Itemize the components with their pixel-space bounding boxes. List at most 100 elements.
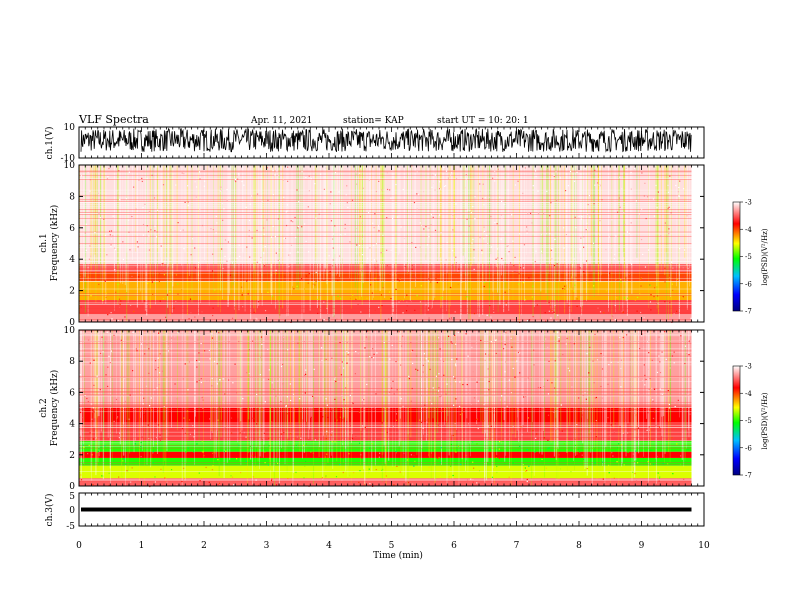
spectrogram-pixel: [257, 484, 260, 486]
noise-streak: [466, 165, 468, 315]
spectrogram-pixel: [277, 259, 280, 262]
spectrogram-pixel: [683, 188, 685, 190]
spectrogram-pixel: [425, 303, 427, 306]
line-striation: [79, 443, 692, 445]
spectrogram-pixel: [479, 237, 481, 239]
spectrogram-pixel: [274, 236, 276, 238]
spectrogram-pixel: [124, 377, 126, 380]
spectrogram-pixel: [352, 294, 354, 296]
spectrogram-pixel: [440, 358, 442, 360]
spectrogram-pixel: [310, 416, 312, 418]
noise-streak: [81, 330, 83, 440]
noise-streak: [442, 165, 444, 320]
spectrogram-pixel: [436, 281, 438, 284]
spectrogram-pixel: [608, 364, 610, 366]
spectrogram-pixel: [82, 457, 85, 459]
spectrogram-pixel: [524, 467, 526, 469]
spectrogram-pixel: [442, 360, 445, 363]
spectrogram-pixel: [355, 436, 357, 438]
noise-streak: [440, 165, 442, 306]
spectrogram-pixel: [540, 250, 543, 252]
spectrogram-pixel: [595, 419, 597, 422]
spectrogram-pixel: [419, 222, 421, 224]
spectrogram-pixel: [411, 215, 413, 217]
spectrogram-pixel: [619, 206, 621, 208]
noise-streak: [120, 165, 121, 284]
spectrogram-pixel: [154, 230, 156, 232]
noise-streak: [600, 165, 601, 283]
spectrogram-pixel: [203, 180, 206, 182]
spectrogram-pixel: [489, 304, 491, 307]
spectrogram-pixel: [183, 478, 185, 481]
spectrogram-pixel: [503, 203, 505, 206]
spectrogram-pixel: [511, 270, 514, 272]
spectrogram-pixel: [664, 267, 666, 269]
noise-streak: [554, 165, 556, 319]
spectrogram-pixel: [148, 348, 150, 350]
spectrogram-pixel: [105, 374, 107, 376]
line-striation: [79, 204, 692, 206]
noise-streak: [597, 165, 599, 296]
spectrogram-pixel: [332, 247, 334, 249]
spectrogram-pixel: [481, 249, 483, 251]
spectrogram-pixel: [656, 303, 658, 305]
noise-streak: [220, 165, 221, 313]
spectrogram-pixel: [251, 237, 253, 239]
spectrogram-pixel: [390, 249, 392, 251]
spectrogram-pixel: [378, 306, 380, 308]
spectrogram-pixel: [499, 440, 501, 443]
spectrogram-pixel: [490, 246, 493, 248]
noise-streak: [404, 165, 405, 299]
spectrogram-pixel: [679, 463, 682, 465]
spectrogram-pixel: [348, 351, 350, 354]
spectrogram-pixel: [455, 343, 457, 345]
noise-streak: [681, 330, 683, 460]
spectrogram-pixel: [431, 174, 434, 176]
spectrogram-pixel: [524, 470, 527, 473]
noise-streak: [434, 330, 436, 480]
spectrogram-pixel: [580, 218, 582, 220]
spectrogram-pixel: [270, 479, 273, 482]
spectrogram-pixel: [234, 363, 236, 365]
ch1-spectrogram-label: ch.1: [39, 233, 49, 252]
spectrogram-pixel: [649, 397, 651, 399]
time-tick-label: 0: [76, 541, 82, 551]
spectrogram-pixel: [186, 410, 189, 412]
spectrogram-pixel: [590, 393, 592, 395]
spectrogram-pixel: [650, 309, 652, 311]
spectrogram-pixel: [231, 317, 234, 319]
spectrogram-pixel: [92, 411, 94, 413]
line-striation: [79, 312, 692, 313]
spectrogram-pixel: [312, 472, 314, 474]
spectrogram-pixel: [330, 434, 332, 436]
spectrogram-pixel: [346, 350, 348, 353]
noise-streak: [332, 165, 334, 317]
spectrogram-pixel: [473, 249, 475, 251]
spectrogram-pixel: [199, 208, 201, 211]
noise-streak: [315, 165, 317, 260]
spectrogram-pixel: [644, 374, 646, 377]
noise-streak: [655, 165, 656, 274]
spectrogram-pixel: [167, 204, 169, 207]
spectrogram-pixel: [106, 254, 108, 256]
noise-streak: [622, 165, 624, 253]
spectrogram-pixel: [402, 312, 404, 314]
spectrogram-pixel: [272, 194, 275, 196]
spectrogram-pixel: [211, 385, 213, 387]
spectrogram-pixel: [649, 284, 651, 287]
spectrogram-pixel: [505, 304, 507, 306]
spectrogram-pixel: [163, 405, 165, 408]
spectrogram-pixel: [87, 401, 89, 403]
spectrogram-pixel: [595, 396, 598, 399]
spectrogram-pixel: [366, 247, 368, 249]
spectrogram-pixel: [588, 372, 590, 374]
line-striation: [79, 437, 692, 438]
spectrogram-pixel: [443, 166, 445, 169]
line-striation: [79, 236, 692, 237]
spectrogram-pixel: [643, 195, 645, 197]
noise-streak: [238, 165, 240, 311]
spectrogram-pixel: [471, 242, 473, 244]
spectrogram-pixel: [166, 294, 169, 296]
spectrogram-pixel: [618, 197, 620, 199]
spectrogram-pixel: [427, 360, 429, 362]
